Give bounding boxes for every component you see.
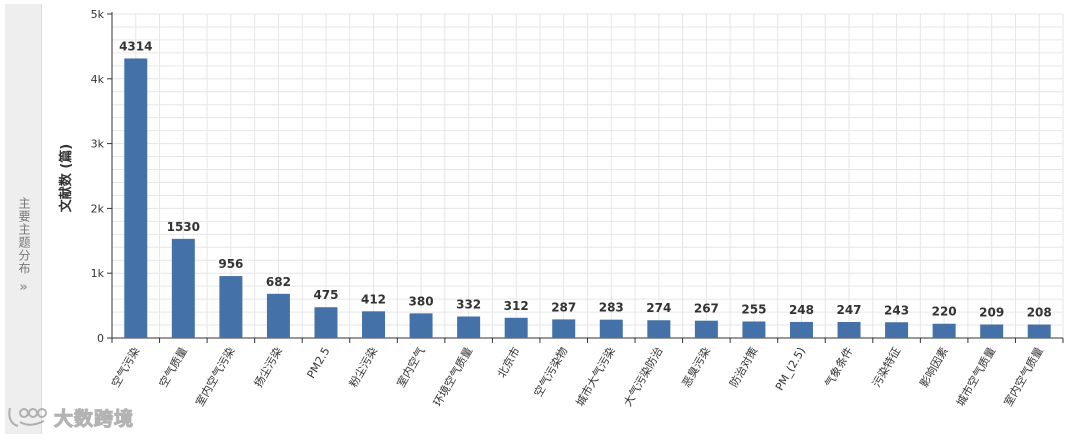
bar: [742, 321, 766, 338]
data-label: 274: [646, 301, 671, 315]
x-tick-label: 室内空气质量: [1001, 345, 1046, 409]
bar: [599, 319, 623, 338]
x-tick-label: 污染特征: [869, 345, 903, 390]
bar: [552, 319, 576, 338]
brand-watermark: 大数跨境: [6, 402, 134, 432]
y-tick-label: 2k: [91, 202, 105, 215]
data-label: 255: [741, 302, 766, 316]
x-tick-label: 空气污染: [108, 345, 142, 390]
x-tick-label: 空气质量: [156, 345, 190, 390]
bar: [504, 317, 528, 338]
double-chevron-right-icon[interactable]: »: [19, 280, 28, 295]
x-tick-label: 防治对策: [726, 345, 760, 390]
x-tick-label: 北京市: [494, 345, 523, 381]
bar: [219, 276, 243, 338]
bar: [789, 321, 813, 338]
grid-lines: [111, 13, 1064, 339]
x-tick-label: 空气污染物: [531, 345, 571, 400]
data-label: 380: [409, 294, 434, 308]
bar: [647, 320, 671, 338]
bar: [409, 313, 433, 338]
bar: [980, 324, 1004, 338]
bar: [457, 316, 481, 338]
data-label: 412: [361, 292, 386, 306]
y-tick-label: 3k: [91, 138, 105, 151]
bar: [837, 321, 861, 338]
x-tick-label: 城市大气污染: [573, 345, 618, 409]
y-tick-label: 4k: [91, 73, 105, 86]
y-tick-label: 1k: [91, 267, 105, 280]
x-tick-label: 城市空气质量: [953, 345, 998, 409]
data-label: 209: [979, 305, 1004, 319]
bar: [124, 58, 148, 339]
bar: [362, 311, 386, 338]
data-label: 682: [266, 275, 291, 289]
x-tick-label: 恶臭污染: [679, 345, 713, 390]
data-label: 248: [789, 303, 814, 317]
data-label: 475: [313, 288, 338, 302]
side-tab-label: 主要主题分布: [17, 197, 31, 275]
data-label: 267: [694, 302, 719, 316]
y-axis-label: 文献数 (篇): [58, 144, 74, 212]
bar: [171, 238, 195, 338]
bar: [885, 322, 909, 338]
x-tick-label: 影响因素: [917, 345, 950, 390]
y-axis-ticks: 0 1k 2k 3k 4k 5k: [91, 8, 112, 345]
brand-name: 大数跨境: [53, 407, 135, 430]
y-tick-label: 5k: [91, 8, 105, 21]
x-tick-label: 室内空气污染: [192, 345, 237, 409]
x-tick-label: 扬尘污染: [251, 345, 285, 390]
x-tick-label: PM2.5: [305, 345, 333, 381]
data-label: 243: [884, 303, 909, 317]
x-tick-label: 大气污染防治: [620, 345, 665, 409]
bar: [266, 293, 290, 338]
bar: [694, 320, 718, 338]
bar: [932, 323, 956, 338]
data-label: 1530: [167, 220, 200, 234]
data-label: 332: [456, 297, 481, 311]
data-label: 208: [1027, 306, 1052, 320]
x-tick-label: 环境空气质量: [430, 345, 475, 409]
x-tick-label: PM_(2.5): [773, 345, 808, 393]
data-label: 283: [599, 301, 624, 315]
x-tick-label: 室内空气: [394, 345, 428, 390]
x-tick-label: 气象条件: [821, 345, 855, 390]
data-label: 287: [551, 300, 576, 314]
data-label: 312: [504, 299, 529, 313]
x-axis-ticks: 空气污染 空气质量 室内空气污染 扬尘污染 PM2.5 粉尘污染 室内空气 环境空气质量 北京市…: [108, 338, 1064, 409]
x-tick-label: 粉尘污染: [346, 345, 380, 390]
brand-logo-icon: [8, 407, 47, 427]
data-labels: 4314 1530 956 682 475 412 380 332 312 287 283 274 26…: [119, 39, 1052, 319]
topic-distribution-tab[interactable]: 主要主题分布 »: [5, 4, 42, 434]
data-label: 247: [836, 303, 861, 317]
bar: [1027, 324, 1051, 338]
data-label: 220: [932, 305, 957, 319]
data-label: 956: [218, 257, 243, 271]
y-tick-label: 0: [97, 332, 104, 345]
bars: [124, 58, 1051, 339]
data-label: 4314: [119, 39, 152, 53]
bar: [314, 307, 338, 338]
